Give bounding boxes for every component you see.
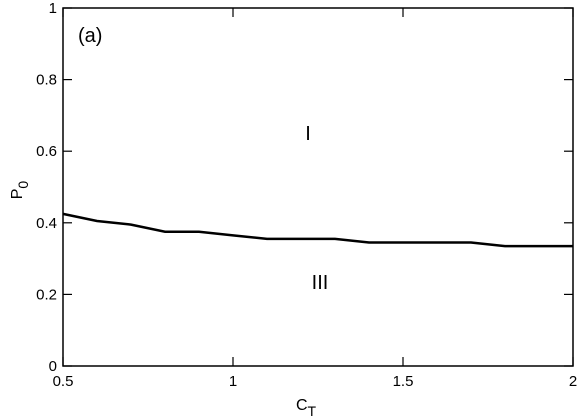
- x-axis-label: CT: [296, 397, 317, 418]
- y-axis-label: P0: [9, 181, 31, 200]
- x-label-sub: T: [308, 403, 317, 418]
- y-tick-label: 0: [49, 358, 57, 375]
- x-tick-label: 2: [569, 373, 577, 390]
- region-label: I: [305, 123, 311, 145]
- x-tick-label: 0.5: [53, 373, 74, 390]
- y-tick-label: 1: [49, 0, 57, 17]
- y-tick-label: 0.6: [36, 143, 57, 160]
- data-line: [62, 212, 573, 248]
- y-tick-label: 0.2: [36, 286, 57, 303]
- plot-frame: [62, 7, 574, 367]
- region-label: III: [312, 272, 329, 294]
- panel-label: (a): [78, 25, 102, 47]
- y-label-sub: 0: [15, 181, 31, 189]
- x-tick-label: 1.5: [393, 373, 414, 390]
- x-tick-label: 1: [229, 373, 237, 390]
- y-tick-label: 0.8: [36, 72, 57, 89]
- x-label-main: C: [296, 397, 308, 414]
- y-tick-label: 0.4: [36, 215, 57, 232]
- y-label-main: P: [9, 189, 26, 200]
